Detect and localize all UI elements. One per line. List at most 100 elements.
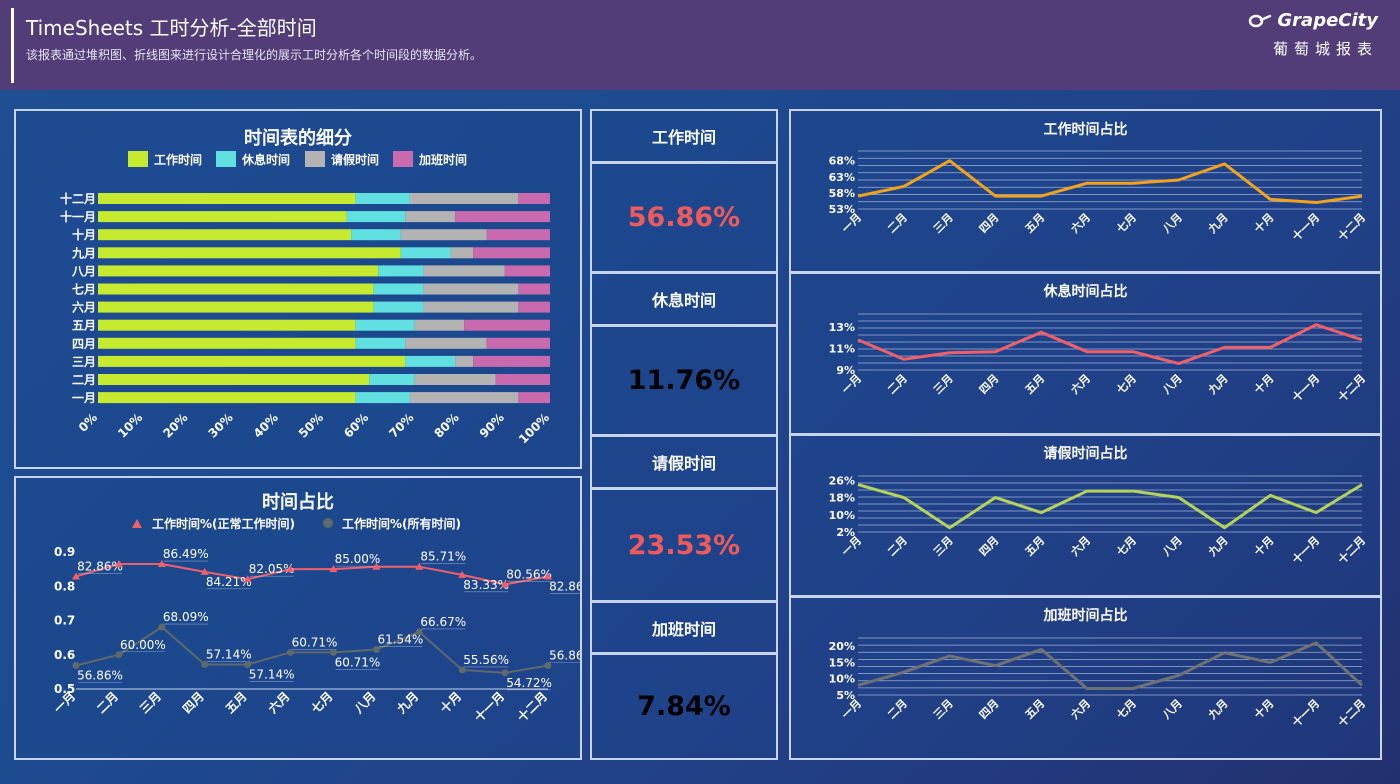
legend-swatch: [216, 151, 236, 167]
bar-segment: [450, 247, 474, 259]
bar-segment: [405, 337, 487, 349]
x-tick-label: 十二月: [1335, 696, 1368, 729]
x-tick-label: 八月: [1159, 697, 1184, 722]
y-tick-label: 68%: [829, 155, 855, 168]
x-tick-label: 60%: [341, 410, 371, 440]
bar-segment: [400, 247, 451, 259]
bar-segment: [504, 265, 550, 277]
logo-cn-text: 葡萄城报表: [1272, 40, 1378, 58]
overtime-ratio-chart: 5%10%15%20%一月 二月 三月 四月 五月 六月 七月 八月 九月 十月 十一月 十二月: [829, 637, 1368, 729]
bar-segment: [464, 319, 550, 331]
x-tick-label: 五月: [1023, 372, 1048, 397]
data-label: 55.56%: [463, 653, 509, 667]
bar-segment: [495, 374, 550, 385]
kpi-work-value: 56.86%: [627, 202, 741, 233]
x-tick-label: 四月: [977, 534, 1002, 559]
bar-segment: [486, 337, 550, 349]
x-tick-label: 十月: [1251, 533, 1276, 558]
x-tick-label: 三月: [931, 534, 956, 559]
bar-segment: [409, 392, 519, 404]
x-tick-label: 十月: [1251, 696, 1276, 721]
data-label: 57.14%: [249, 668, 295, 682]
bar-segment: [518, 193, 550, 204]
y-tick-label: 26%: [829, 474, 855, 487]
y-tick-label: 15%: [829, 656, 855, 669]
data-point: [243, 575, 252, 583]
x-tick-label: 十二月: [514, 689, 550, 725]
bar-segment: [373, 301, 424, 313]
x-tick-label: 八月: [1159, 211, 1184, 236]
y-tick-label: 2%: [836, 526, 855, 539]
x-tick-label: 四月: [977, 372, 1002, 397]
x-tick-label: 三月: [931, 211, 956, 236]
x-tick-label: 八月: [1159, 534, 1184, 559]
bar-segment: [351, 229, 401, 241]
y-tick-label: 一月: [72, 391, 96, 405]
x-tick-label: 50%: [296, 410, 326, 440]
legend-label: 工作时间%(所有时间): [342, 516, 461, 531]
x-tick-label: 三月: [931, 372, 956, 397]
kpi-leave-label: 请假时间: [651, 454, 716, 473]
kpi-leave-value-box: 23.53%: [590, 488, 778, 602]
x-tick-label: 20%: [160, 410, 190, 440]
data-point: [72, 572, 80, 580]
data-point: [458, 666, 466, 674]
series-line: [75, 625, 549, 674]
data-point: [544, 662, 552, 670]
data-point: [115, 651, 123, 659]
x-tick-label: 九月: [1205, 371, 1231, 397]
data-label: 68.09%: [163, 610, 209, 624]
x-tick-label: 十二月: [1335, 371, 1368, 404]
y-tick-label: 十一月: [60, 209, 96, 224]
data-label: 60.00%: [120, 638, 166, 652]
data-point: [329, 565, 338, 573]
bar-segment: [355, 392, 410, 404]
data-label: 85.00%: [335, 552, 381, 566]
overtime-ratio-panel: 加班时间占比 5% 10% 15% 20% 一月 二月 三月 四月 五月 六月 七月 八月 九月 十月 十一…: [789, 596, 1382, 760]
bar-segment: [518, 283, 550, 295]
leave-ratio-panel: 请假时间占比 2% 10% 18% 26% 一月 二月 三月 四月 五月 六月 七月 八月 九月 十月 十一…: [789, 434, 1382, 597]
legend-swatch: [393, 151, 413, 167]
data-point: [372, 645, 380, 653]
bar-segment: [423, 301, 519, 313]
bar-segment: [98, 319, 356, 331]
x-tick-label: 四月: [977, 211, 1002, 236]
bar-segment: [400, 229, 487, 241]
data-point: [501, 669, 509, 677]
x-tick-label: 八月: [1159, 372, 1184, 397]
x-tick-label: 90%: [477, 410, 507, 440]
x-tick-label: 六月: [265, 689, 293, 717]
x-tick-label: 10%: [115, 410, 145, 440]
data-label: 85.71%: [420, 550, 466, 564]
bar-segment: [486, 229, 550, 241]
data-label: 83.33%: [463, 578, 509, 592]
bar-segment: [346, 211, 406, 223]
y-tick-label: 三月: [72, 355, 96, 369]
bar-segment: [98, 337, 356, 349]
grapecity-logo[interactable]: GrapeCity 葡萄城报表: [1248, 10, 1378, 60]
x-tick-label: 80%: [432, 410, 462, 440]
leave-ratio-chart: 2%10%18%26%一月 二月 三月 四月 五月 六月 七月 八月 九月 十月 十一月 十二月: [829, 474, 1368, 566]
x-tick-label: 30%: [206, 410, 236, 440]
x-tick-label: 七月: [309, 689, 336, 716]
data-point: [415, 562, 424, 570]
x-tick-label: 二月: [885, 211, 910, 236]
x-tick-label: 十一月: [1289, 210, 1322, 243]
legend-label: 工作时间: [154, 152, 202, 167]
data-point: [201, 661, 209, 669]
kpi-leave-label-box: 请假时间: [590, 435, 778, 489]
bar-segment: [355, 319, 415, 331]
y-tick-label: 九月: [71, 245, 96, 260]
data-label: 82.05%: [249, 562, 295, 576]
kpi-rest-value: 11.76%: [627, 365, 741, 396]
data-label: 86.49%: [163, 547, 209, 561]
legend-label: 休息时间: [241, 152, 290, 167]
legend-label: 请假时间: [331, 152, 379, 167]
data-point: [157, 560, 166, 568]
bar-segment: [98, 392, 356, 404]
y-tick-label: 58%: [829, 187, 855, 200]
x-tick-label: 七月: [1114, 371, 1139, 396]
data-point: [501, 580, 510, 588]
series-line: [857, 483, 1363, 530]
